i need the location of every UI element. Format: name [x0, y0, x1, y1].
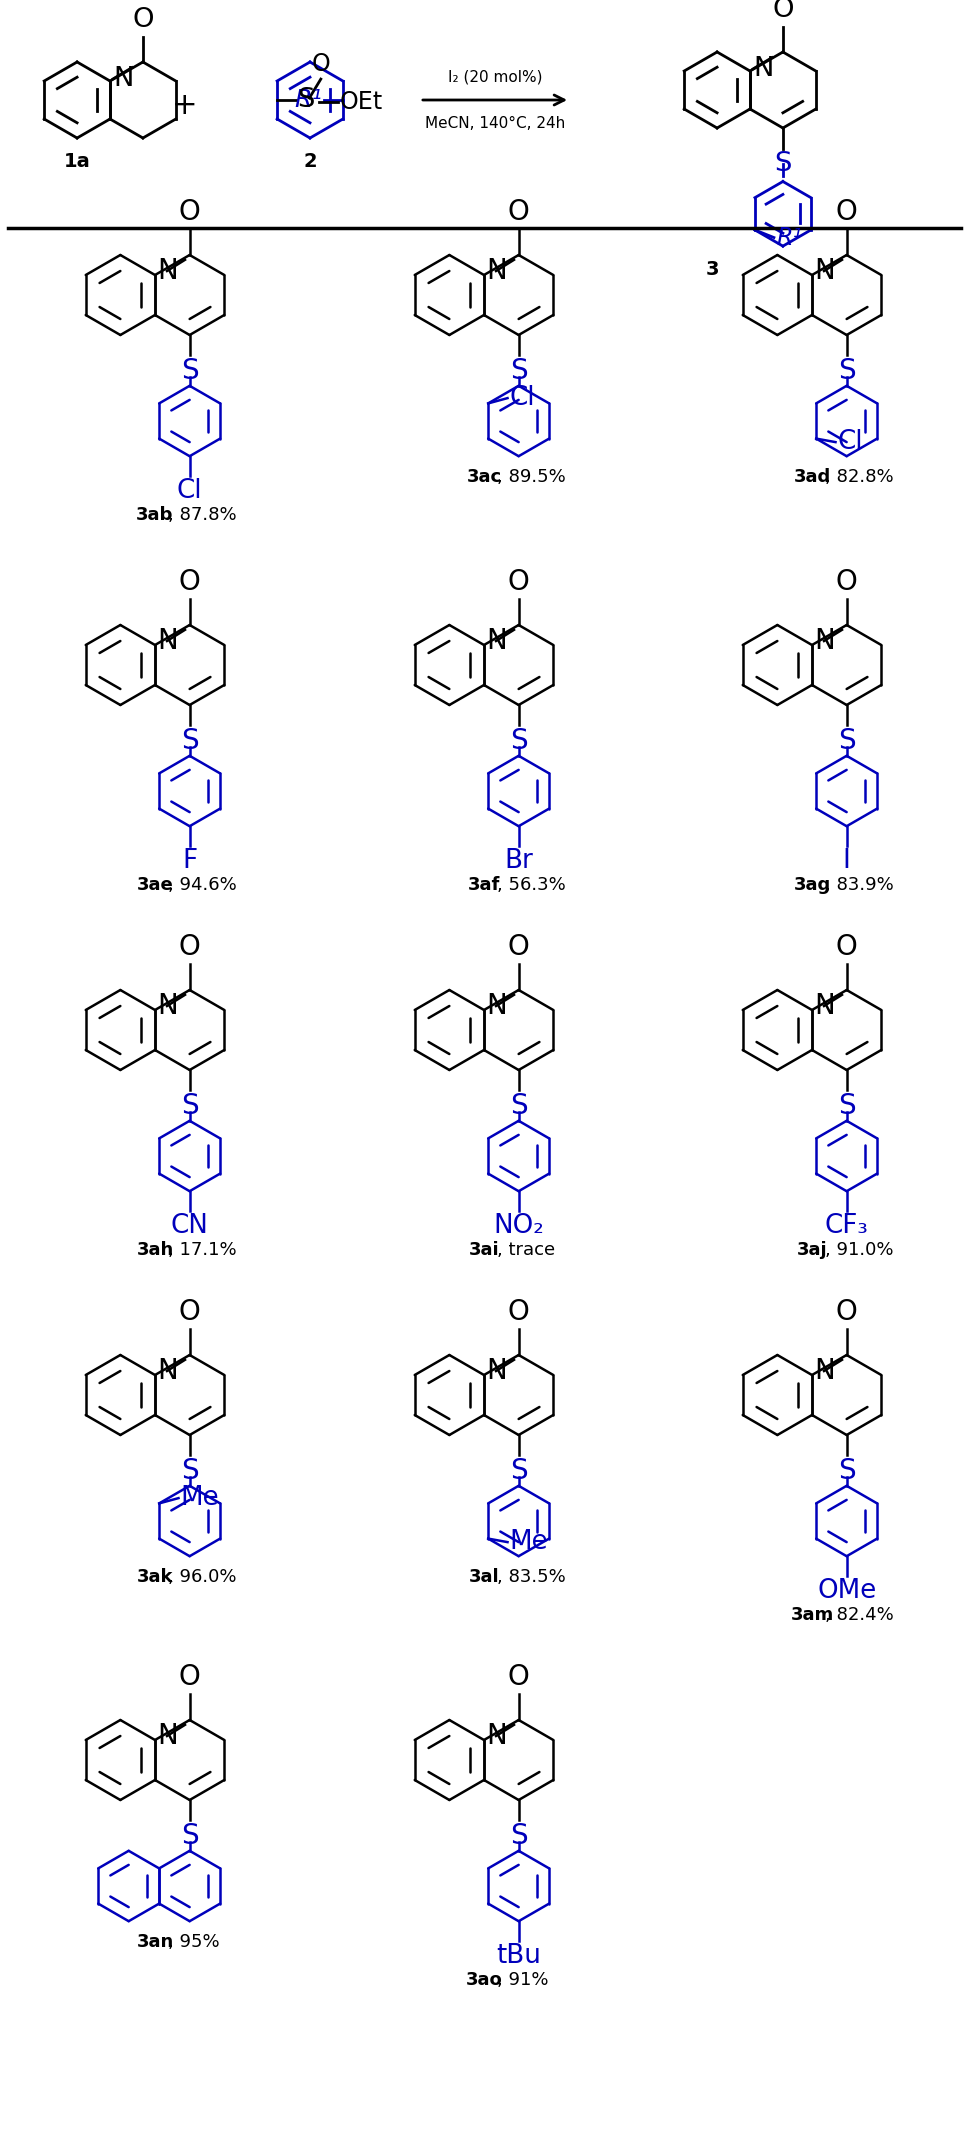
Text: 3ak: 3ak [137, 1567, 173, 1586]
Text: tBu: tBu [496, 1942, 541, 1968]
Text: S: S [510, 1822, 527, 1850]
Text: N: N [814, 257, 834, 285]
Text: S: S [297, 88, 315, 113]
Text: N: N [157, 991, 177, 1019]
Text: N: N [814, 1357, 834, 1385]
Text: 3ah: 3ah [137, 1242, 173, 1259]
Text: S: S [181, 1092, 199, 1120]
Text: 3aj: 3aj [797, 1242, 828, 1259]
Text: , 82.4%: , 82.4% [825, 1606, 893, 1625]
Text: N: N [486, 1721, 507, 1749]
Text: O: O [508, 933, 529, 961]
Text: O: O [508, 1664, 529, 1691]
Text: O: O [132, 6, 154, 34]
Text: S: S [181, 728, 199, 756]
Text: O: O [772, 0, 794, 24]
Text: N: N [486, 627, 507, 655]
Text: , 89.5%: , 89.5% [496, 469, 565, 486]
Text: 3ac: 3ac [466, 469, 502, 486]
Text: N: N [486, 991, 507, 1019]
Text: R¹: R¹ [295, 88, 322, 111]
Text: , 87.8%: , 87.8% [168, 507, 236, 525]
Text: 3ag: 3ag [794, 876, 830, 895]
Text: N: N [486, 1357, 507, 1385]
Text: S: S [510, 1458, 527, 1486]
Text: O: O [836, 197, 858, 227]
Text: S: S [510, 358, 527, 385]
Text: Cl: Cl [176, 477, 203, 503]
Text: S: S [181, 1822, 199, 1850]
Text: O: O [178, 567, 201, 595]
Text: O: O [508, 567, 529, 595]
Text: O: O [311, 51, 330, 77]
Text: , 83.5%: , 83.5% [496, 1567, 565, 1586]
Text: O: O [836, 1297, 858, 1325]
Text: 3an: 3an [137, 1933, 173, 1950]
Text: I₂ (20 mol%): I₂ (20 mol%) [448, 69, 543, 83]
Text: 3al: 3al [469, 1567, 499, 1586]
Text: Cl: Cl [837, 428, 863, 456]
Text: 3ae: 3ae [137, 876, 173, 895]
Text: S: S [510, 1092, 527, 1120]
Text: S: S [181, 358, 199, 385]
Text: O: O [178, 1664, 201, 1691]
Text: N: N [157, 1721, 177, 1749]
Text: O: O [836, 933, 858, 961]
Text: OEt: OEt [340, 90, 383, 113]
Text: CF₃: CF₃ [825, 1212, 868, 1237]
Text: +: + [172, 90, 198, 120]
Text: 3ao: 3ao [466, 1972, 502, 1989]
Text: S: S [838, 358, 856, 385]
Text: CN: CN [171, 1212, 208, 1237]
Text: 3ai: 3ai [469, 1242, 499, 1259]
Text: Me: Me [510, 1529, 548, 1554]
Text: S: S [774, 150, 792, 178]
Text: 3: 3 [705, 259, 719, 278]
Text: N: N [753, 56, 773, 81]
Text: 3ab: 3ab [137, 507, 173, 525]
Text: N: N [814, 627, 834, 655]
Text: , 95%: , 95% [168, 1933, 219, 1950]
Text: F: F [182, 848, 198, 874]
Text: N: N [157, 1357, 177, 1385]
Text: N: N [486, 257, 507, 285]
Text: S: S [181, 1458, 199, 1486]
Text: O: O [508, 197, 529, 227]
Text: NO₂: NO₂ [493, 1212, 544, 1237]
Text: , 56.3%: , 56.3% [496, 876, 565, 895]
Text: , 91.0%: , 91.0% [825, 1242, 893, 1259]
Text: O: O [836, 567, 858, 595]
Text: N: N [113, 66, 134, 92]
Text: Me: Me [180, 1486, 219, 1512]
Text: 1a: 1a [64, 152, 90, 171]
Text: N: N [814, 991, 834, 1019]
Text: , 94.6%: , 94.6% [168, 876, 236, 895]
Text: , 82.8%: , 82.8% [825, 469, 893, 486]
Text: MeCN, 140°C, 24h: MeCN, 140°C, 24h [424, 116, 565, 131]
Text: , 91%: , 91% [496, 1972, 548, 1989]
Text: , 17.1%: , 17.1% [168, 1242, 236, 1259]
Text: Br: Br [504, 848, 533, 874]
Text: 3am: 3am [791, 1606, 833, 1625]
Text: S: S [838, 1458, 856, 1486]
Text: I: I [843, 848, 851, 874]
Text: 3ad: 3ad [794, 469, 830, 486]
Text: S: S [838, 1092, 856, 1120]
Text: Cl: Cl [510, 385, 535, 411]
Text: 3af: 3af [468, 876, 500, 895]
Text: O: O [178, 197, 201, 227]
Text: , 83.9%: , 83.9% [825, 876, 893, 895]
Text: N: N [157, 257, 177, 285]
Text: S: S [510, 728, 527, 756]
Text: N: N [157, 627, 177, 655]
Text: 2: 2 [303, 152, 317, 171]
Text: O: O [178, 933, 201, 961]
Text: O: O [508, 1297, 529, 1325]
Text: , trace: , trace [496, 1242, 554, 1259]
Text: OMe: OMe [817, 1578, 876, 1604]
Text: , 96.0%: , 96.0% [168, 1567, 236, 1586]
Text: S: S [838, 728, 856, 756]
Text: O: O [178, 1297, 201, 1325]
Text: R¹: R¹ [776, 225, 802, 250]
